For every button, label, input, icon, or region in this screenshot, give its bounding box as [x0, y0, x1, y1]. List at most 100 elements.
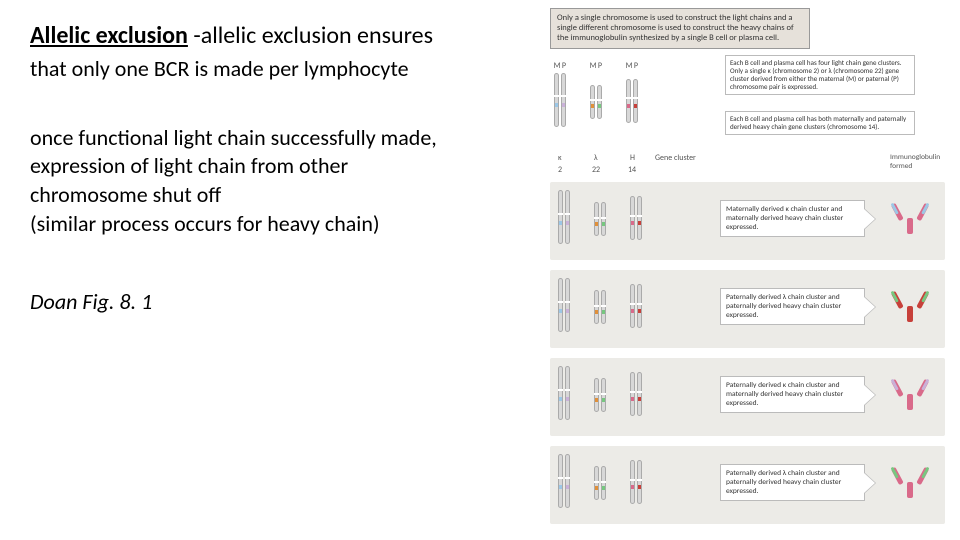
figure-caption: Only a single chromosome is used to cons… — [550, 8, 810, 49]
allele-row: Paternally derived κ chain cluster and m… — [550, 356, 950, 444]
centromere — [594, 305, 599, 307]
chromatid — [565, 190, 570, 244]
antibody-part — [907, 394, 913, 410]
centromere — [565, 213, 570, 215]
centromere — [594, 217, 599, 219]
heavy-symbol: H — [630, 153, 635, 163]
centromere — [590, 99, 595, 101]
centromere — [630, 215, 635, 217]
chromatid — [637, 460, 642, 504]
centromere — [558, 389, 563, 391]
chromatid — [594, 202, 599, 236]
allele-row: Paternally derived λ chain cluster and p… — [550, 268, 950, 356]
allele-row: Maternally derived κ chain cluster and m… — [550, 180, 950, 268]
centromere — [565, 389, 570, 391]
p2-l1: once functional light chain successfully… — [30, 124, 530, 153]
gene-band — [595, 310, 598, 314]
chromatid — [558, 366, 563, 420]
ig-formed-label: Immunoglobulin formed — [890, 153, 945, 171]
text-panel: Allelic exclusion -allelic exclusion ens… — [30, 20, 530, 315]
chromatid — [637, 196, 642, 240]
row-description: Maternally derived κ chain cluster and m… — [720, 200, 865, 237]
header-chromosomes: MPMPMP Each B cell and plasma cell has f… — [550, 53, 950, 183]
title-rest: -allelic exclusion ensures — [188, 21, 433, 50]
chromatid — [601, 466, 606, 500]
chromatid — [594, 466, 599, 500]
chromatid — [637, 372, 642, 416]
chromatid — [565, 278, 570, 332]
chromatid — [565, 454, 570, 508]
gene-band — [638, 221, 641, 225]
centromere — [561, 95, 566, 97]
gene-band — [555, 103, 558, 107]
chromatid — [558, 454, 563, 508]
centromere — [630, 303, 635, 305]
chromatid — [630, 284, 635, 328]
centromere — [637, 303, 642, 305]
chromatid — [633, 79, 638, 123]
chromatid — [597, 85, 602, 119]
gene-band — [638, 485, 641, 489]
chromatid — [594, 378, 599, 412]
gene-band — [559, 485, 562, 489]
chromatid — [558, 190, 563, 244]
gene-band — [591, 104, 594, 108]
kappa-num: 2 — [558, 165, 562, 175]
chromatid — [565, 366, 570, 420]
antibody-icon — [895, 466, 925, 500]
centromere — [558, 301, 563, 303]
chromatid — [630, 372, 635, 416]
note-heavychain: Each B cell and plasma cell has both mat… — [725, 111, 915, 135]
chromatid — [630, 460, 635, 504]
gene-band — [631, 397, 634, 401]
title-line: Allelic exclusion -allelic exclusion ens… — [30, 20, 530, 51]
centromere — [565, 301, 570, 303]
chromatid — [558, 278, 563, 332]
centromere — [633, 97, 638, 99]
chromatid — [594, 290, 599, 324]
row-description: Paternally derived λ chain cluster and p… — [720, 464, 865, 501]
gene-band — [595, 486, 598, 490]
centromere — [630, 391, 635, 393]
gene-band — [559, 309, 562, 313]
antibody-part — [907, 306, 913, 322]
centromere — [601, 305, 606, 307]
antibody-part — [907, 482, 913, 498]
gene-band — [631, 485, 634, 489]
p2-l3: chromosome shut off — [30, 181, 530, 210]
paragraph-2: once functional light chain successfully… — [30, 124, 530, 238]
centromere — [630, 479, 635, 481]
gene-band — [559, 221, 562, 225]
centromere — [558, 213, 563, 215]
gene-band — [566, 397, 569, 401]
lambda-symbol: λ — [594, 153, 598, 163]
gene-band — [638, 309, 641, 313]
gene-band — [595, 222, 598, 226]
allele-row: Paternally derived λ chain cluster and p… — [550, 444, 950, 532]
gene-band — [602, 486, 605, 490]
citation: Doan Fig. 8. 1 — [30, 288, 530, 315]
centromere — [637, 391, 642, 393]
chromatid — [601, 378, 606, 412]
gene-band — [566, 221, 569, 225]
centromere — [594, 481, 599, 483]
antibody-part — [907, 218, 913, 234]
gene-band — [602, 222, 605, 226]
p2-l2: expression of light chain from other — [30, 152, 530, 181]
centromere — [601, 481, 606, 483]
gene-band — [595, 398, 598, 402]
chromatid — [630, 196, 635, 240]
antibody-icon — [895, 378, 925, 412]
gene-band — [602, 310, 605, 314]
gene-band — [638, 397, 641, 401]
centromere — [558, 477, 563, 479]
subtitle: that only one BCR is made per lymphocyte — [30, 55, 530, 84]
gene-band — [631, 221, 634, 225]
gene-band — [631, 309, 634, 313]
p2-l4: (similar process occurs for heavy chain) — [30, 210, 530, 239]
lambda-num: 22 — [592, 165, 600, 175]
gene-band — [566, 485, 569, 489]
heavy-num: 14 — [628, 165, 636, 175]
centromere — [565, 477, 570, 479]
chromatid — [601, 202, 606, 236]
